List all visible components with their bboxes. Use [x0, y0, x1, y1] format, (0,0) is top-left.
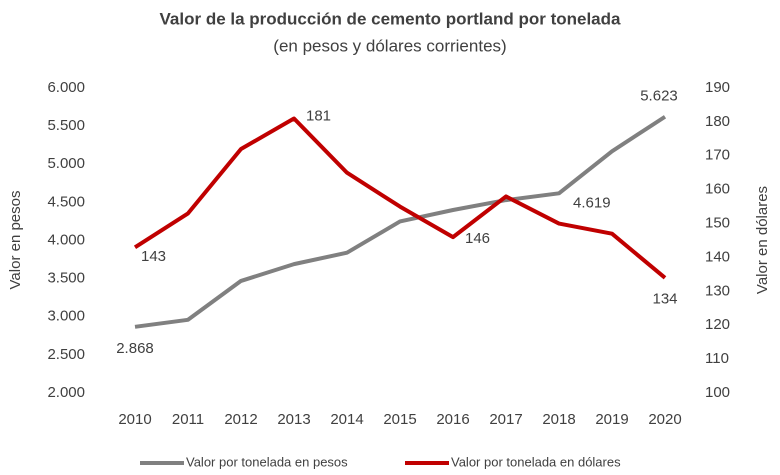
y-axis-title: Valor en pesos [7, 191, 24, 290]
data-label: 4.619 [573, 194, 611, 211]
x-tick-label: 2019 [595, 411, 628, 428]
y2-tick-label: 110 [705, 350, 729, 367]
y2-tick-label: 190 [705, 79, 730, 96]
x-tick-label: 2011 [172, 411, 204, 428]
data-label: 5.623 [640, 88, 678, 105]
y-tick-label: 4.000 [47, 231, 85, 248]
legend-label: Valor por tonelada en pesos [186, 454, 348, 469]
data-label: 143 [141, 248, 166, 265]
y2-tick-label: 130 [705, 282, 730, 299]
x-tick-label: 2012 [224, 411, 257, 428]
y-tick-label: 6.000 [47, 79, 85, 96]
data-label: 134 [652, 291, 677, 308]
x-tick-label: 2010 [118, 411, 151, 428]
x-tick-label: 2015 [383, 411, 416, 428]
y-tick-label: 5.000 [47, 155, 85, 172]
y-tick-label: 3.000 [47, 308, 85, 325]
data-label: 181 [306, 107, 331, 124]
y-tick-label: 4.500 [47, 193, 85, 210]
series-line [133, 116, 667, 280]
y-tick-label: 2.500 [47, 346, 85, 363]
y2-tick-label: 160 [705, 181, 730, 198]
y2-tick-label: 150 [705, 215, 730, 232]
x-tick-label: 2018 [542, 411, 575, 428]
data-label: 146 [465, 230, 490, 247]
series-line [134, 115, 667, 329]
data-label: 2.868 [116, 340, 154, 357]
y2-tick-label: 100 [705, 384, 730, 401]
y-tick-label: 5.500 [47, 117, 85, 134]
y2-tick-label: 140 [705, 248, 730, 265]
y-tick-label: 3.500 [47, 270, 85, 287]
x-tick-label: 2020 [648, 411, 681, 428]
x-tick-label: 2016 [436, 411, 469, 428]
y-tick-label: 2.000 [47, 384, 85, 401]
y2-tick-label: 170 [705, 147, 730, 164]
y2-tick-label: 180 [705, 113, 730, 130]
y2-tick-label: 120 [705, 316, 730, 333]
y2-axis-title: Valor en dólares [754, 186, 771, 294]
x-tick-label: 2014 [330, 411, 363, 428]
x-tick-label: 2013 [277, 411, 310, 428]
chart-subtitle: (en pesos y dólares corrientes) [273, 36, 506, 55]
x-tick-label: 2017 [489, 411, 522, 428]
chart-title: Valor de la producción de cemento portla… [160, 9, 622, 28]
legend-label: Valor por tonelada en dólares [451, 454, 621, 469]
